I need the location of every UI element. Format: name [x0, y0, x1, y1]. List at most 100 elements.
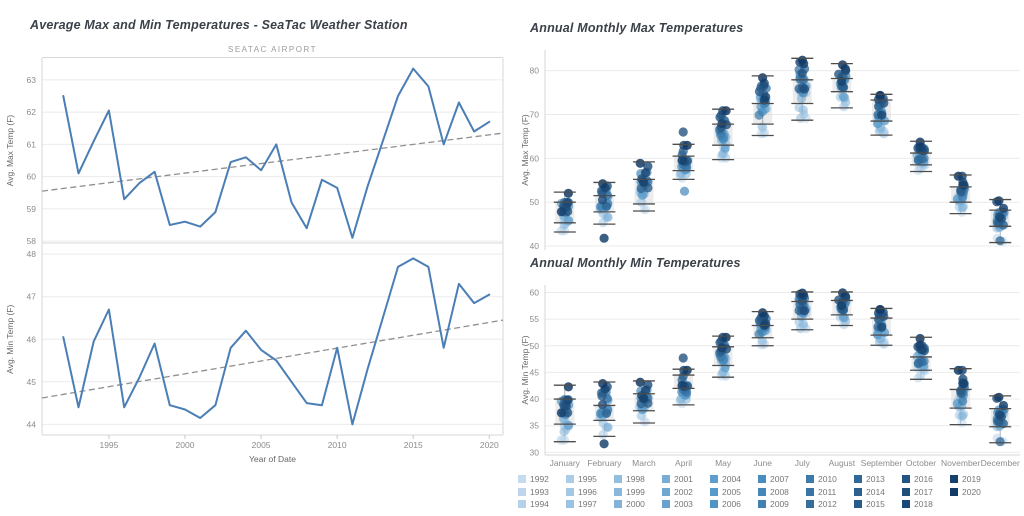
month-cluster [870, 305, 893, 349]
year-dot [679, 186, 690, 196]
month-cluster [830, 60, 853, 112]
legend-item-2018[interactable]: 2018 [902, 499, 933, 509]
year-dot [877, 322, 887, 332]
y-tick-label: 58 [27, 236, 37, 246]
year-dot [603, 422, 613, 432]
year-dot [915, 340, 925, 350]
avg-max-line-chart[interactable]: 58 59 60 61 62 63 Avg. Max Temp (F) [5, 58, 504, 246]
y-tick-label: 45 [530, 367, 540, 377]
year-dot [834, 69, 844, 79]
legend-item-1998[interactable]: 1998 [614, 474, 645, 484]
month-label: August [829, 458, 856, 468]
y-tick-label: 40 [530, 241, 540, 251]
legend-item-2010[interactable]: 2010 [806, 474, 837, 484]
year-label: 2015 [866, 499, 885, 510]
year-label: 2018 [914, 499, 933, 510]
year-dot [994, 392, 1004, 402]
year-dot [758, 73, 768, 83]
month-cluster [910, 137, 933, 176]
legend-item-2012[interactable]: 2012 [806, 499, 837, 509]
x-axis-title: Year of Date [249, 454, 296, 464]
year-label: 2012 [818, 499, 837, 510]
month-cluster [593, 379, 616, 449]
year-dot [957, 411, 967, 421]
y-tick-label: 62 [27, 107, 37, 117]
legend-item-2003[interactable]: 2003 [662, 499, 693, 509]
monthly-max-strip-chart[interactable]: 40 50 60 70 80 Avg. Max Temp (F) [520, 50, 1020, 251]
year-swatch [662, 500, 670, 509]
year-label: 1999 [626, 486, 645, 497]
year-dot [598, 430, 608, 440]
year-swatch [758, 500, 766, 509]
legend-item-2013[interactable]: 2013 [854, 474, 885, 484]
legend-item-1999[interactable]: 1999 [614, 487, 645, 497]
year-dot [797, 68, 807, 78]
month-cluster [949, 171, 972, 217]
trend-line [41, 132, 504, 192]
legend-item-2004[interactable]: 2004 [710, 474, 741, 484]
year-label: 1993 [530, 486, 549, 497]
temperature-line [62, 257, 491, 426]
year-swatch [806, 475, 814, 483]
legend-item-2014[interactable]: 2014 [854, 487, 885, 497]
legend-item-2005[interactable]: 2005 [710, 487, 741, 497]
legend-item-1993[interactable]: 1993 [518, 487, 549, 497]
month-cluster [791, 288, 814, 334]
year-dot [717, 343, 727, 353]
legend-item-1995[interactable]: 1995 [566, 474, 597, 484]
year-swatch [566, 487, 574, 496]
legend-item-1996[interactable]: 1996 [566, 487, 597, 497]
legend-item-2007[interactable]: 2007 [758, 474, 789, 484]
month-cluster [553, 188, 576, 236]
y-tick-label: 80 [530, 66, 540, 76]
year-dot [953, 171, 963, 181]
legend-item-1997[interactable]: 1997 [566, 499, 597, 509]
year-dot [838, 60, 848, 70]
legend-item-2009[interactable]: 2009 [758, 499, 789, 509]
year-dot [563, 395, 573, 405]
year-swatch [758, 487, 766, 496]
legend-item-2017[interactable]: 2017 [902, 487, 933, 497]
month-label: January [550, 458, 581, 468]
year-dot [560, 435, 570, 445]
year-dot [678, 353, 688, 363]
monthly-min-strip-chart[interactable]: 30 35 40 45 50 55 60 Avg. Min Temp (F) January Fe… [520, 285, 1020, 468]
legend-item-2000[interactable]: 2000 [614, 499, 645, 509]
year-dot [956, 386, 966, 396]
year-dot [563, 188, 574, 198]
year-label: 1997 [578, 499, 597, 510]
year-label: 2004 [722, 474, 741, 484]
year-swatch [806, 487, 814, 496]
year-label: 2019 [962, 474, 981, 484]
month-cluster [751, 73, 774, 139]
year-label: 2005 [722, 486, 741, 497]
x-tick-label: 2005 [252, 440, 271, 450]
year-swatch [902, 487, 910, 496]
year-dot [958, 180, 969, 190]
legend-item-2001[interactable]: 2001 [662, 474, 693, 484]
legend-item-2019[interactable]: 2019 [950, 474, 981, 484]
legend-item-2015[interactable]: 2015 [854, 499, 885, 509]
pane-column-header: SEATAC AIRPORT [42, 45, 503, 58]
avg-min-line-chart[interactable]: 44 45 46 47 48 Avg. Min Temp (F) 1995 2000 2005 2… [5, 243, 504, 465]
legend-item-2006[interactable]: 2006 [710, 499, 741, 509]
year-legend: 1992 1993 1994 1995 1996 1997 1998 1999 2000 2001… [510, 474, 1024, 516]
year-label: 2017 [914, 486, 933, 497]
year-dot [556, 408, 567, 418]
legend-item-2011[interactable]: 2011 [806, 487, 836, 497]
x-tick-label: 2010 [328, 440, 347, 450]
year-swatch [950, 475, 958, 483]
legend-item-1992[interactable]: 1992 [518, 474, 549, 484]
legend-item-2016[interactable]: 2016 [902, 474, 933, 484]
legend-item-1994[interactable]: 1994 [518, 499, 549, 509]
left-panel-title: Average Max and Min Temperatures - SeaTa… [30, 18, 408, 32]
year-dot [953, 365, 963, 375]
legend-item-2020[interactable]: 2020 [950, 487, 981, 497]
year-swatch [854, 475, 862, 483]
year-swatch [710, 500, 718, 509]
legend-item-2008[interactable]: 2008 [758, 487, 789, 497]
y-tick-label: 63 [27, 75, 37, 85]
legend-item-2002[interactable]: 2002 [662, 487, 693, 497]
